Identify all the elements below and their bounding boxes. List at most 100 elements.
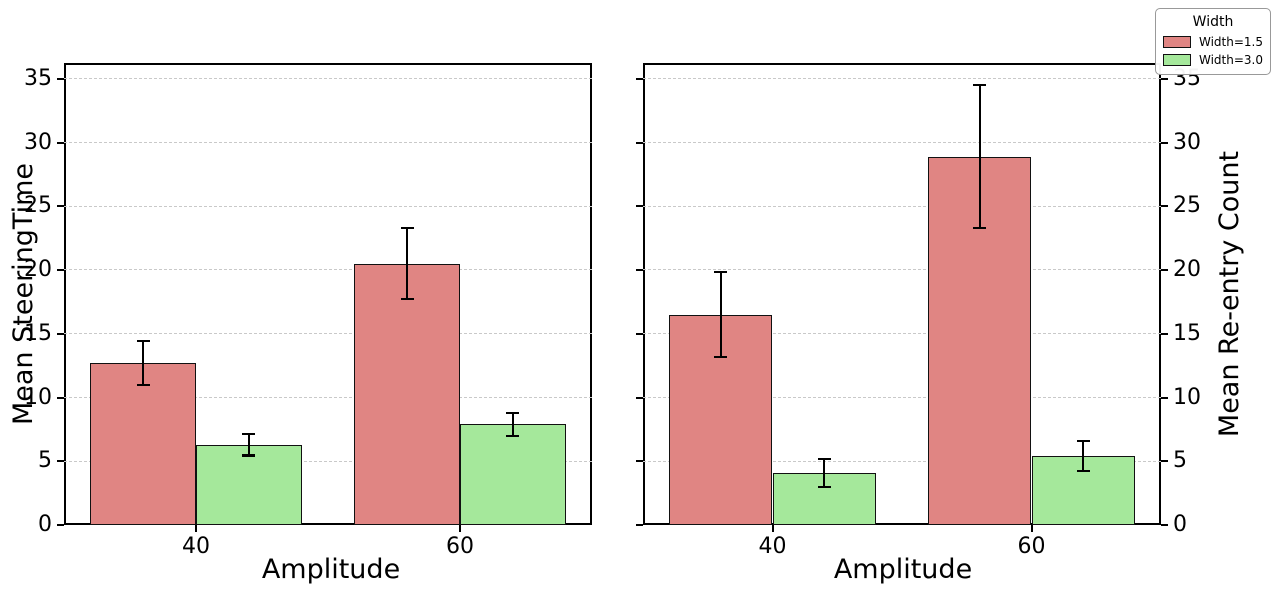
legend-entry-width-3.0: Width=3.0: [1163, 53, 1263, 67]
y-tick-label: 15: [24, 320, 52, 346]
y-tick-mark: [1161, 460, 1168, 463]
error-bar-cap: [506, 434, 520, 437]
error-bar-cap: [400, 298, 414, 301]
x-tick-mark: [459, 525, 461, 532]
y-tick-mark: [57, 396, 64, 399]
gridline: [643, 333, 1161, 335]
y-tick-mark: [636, 77, 643, 80]
x-tick-label: 60: [1017, 534, 1046, 559]
legend-swatch-width-3.0: [1163, 54, 1191, 66]
y-tick-mark: [1161, 141, 1168, 144]
y-tick-label: 10: [1173, 384, 1201, 410]
bar-width-1.5-amp-40: [90, 363, 196, 525]
y-tick-mark: [636, 332, 643, 335]
y-tick-mark: [636, 460, 643, 463]
error-bar-cap: [973, 226, 987, 230]
y-tick-mark: [1161, 524, 1168, 526]
error-bar: [511, 412, 514, 436]
y-tick-mark: [636, 396, 643, 399]
y-tick-mark: [1161, 332, 1168, 335]
gridline: [64, 396, 592, 398]
legend-label: Width=3.0: [1199, 53, 1264, 67]
y-tick-label: 0: [38, 512, 52, 537]
gridline: [64, 141, 592, 143]
y-tick-label: 30: [1173, 129, 1201, 155]
y-tick-mark: [57, 141, 64, 144]
error-bar: [823, 458, 826, 487]
y-tick-mark: [57, 269, 64, 272]
error-bar: [247, 433, 250, 456]
gridline: [643, 269, 1161, 271]
gridline: [643, 396, 1161, 398]
y-tick-label: 10: [24, 384, 52, 410]
y-tick-label: 35: [24, 65, 52, 91]
y-tick-label: 15: [1173, 320, 1201, 346]
legend: Width Width=1.5 Width=3.0: [1155, 8, 1271, 75]
error-bar-cap: [817, 457, 831, 460]
gridline: [64, 460, 592, 462]
y-tick-mark: [636, 141, 643, 144]
y-tick-label: 0: [1173, 512, 1187, 537]
error-bar-cap: [242, 432, 256, 436]
error-bar-cap: [506, 411, 520, 415]
bar-width-3.0-amp-60: [460, 424, 566, 525]
y-tick-mark: [57, 77, 64, 80]
legend-label: Width=1.5: [1199, 35, 1264, 49]
error-bar-cap: [714, 356, 728, 359]
y-tick-mark: [636, 524, 643, 526]
error-bar-cap: [714, 271, 728, 274]
error-bar-cap: [1076, 439, 1090, 443]
x-tick-label: 40: [182, 534, 210, 559]
x-tick-label: 60: [446, 534, 474, 559]
bar-width-1.5-amp-60: [354, 263, 460, 525]
legend-entry-width-1.5: Width=1.5: [1163, 35, 1263, 49]
x-tick-mark: [771, 525, 774, 532]
gridline: [643, 460, 1161, 462]
y-tick-mark: [57, 524, 64, 526]
y-tick-label: 30: [24, 129, 52, 155]
y-tick-label: 20: [24, 257, 52, 283]
gridline: [643, 205, 1161, 207]
y-tick-mark: [57, 205, 64, 208]
bar-width-3.0-amp-40: [196, 444, 302, 525]
x-tick-mark: [195, 525, 197, 532]
error-bar-cap: [136, 384, 150, 387]
error-bar-cap: [973, 84, 987, 87]
y-tick-mark: [636, 205, 643, 208]
error-bar: [142, 340, 145, 386]
error-bar-cap: [136, 339, 150, 343]
y-tick-label: 5: [38, 448, 52, 474]
error-bar-cap: [242, 454, 256, 457]
y-tick-mark: [1161, 269, 1168, 272]
y-tick-label: 5: [1173, 448, 1187, 474]
error-bar: [719, 272, 722, 358]
x-axis-label-right: Amplitude: [833, 554, 973, 585]
legend-title: Width: [1192, 14, 1234, 30]
y-tick-mark: [1161, 77, 1168, 80]
gridline: [643, 78, 1161, 80]
error-bar-cap: [817, 485, 831, 488]
gridline: [64, 269, 592, 271]
gridline: [64, 333, 592, 335]
y-tick-mark: [1161, 396, 1168, 399]
y-tick-mark: [636, 269, 643, 272]
y-tick-mark: [57, 332, 64, 335]
x-tick-label: 40: [758, 534, 787, 559]
y-tick-label: 20: [1173, 257, 1201, 283]
y-tick-mark: [1161, 205, 1168, 208]
gridline: [64, 205, 592, 207]
legend-swatch-width-1.5: [1163, 36, 1191, 48]
x-axis-label-left: Amplitude: [261, 554, 401, 585]
error-bar: [978, 85, 981, 229]
error-bar-cap: [1076, 470, 1090, 473]
error-bar: [1082, 440, 1085, 472]
error-bar-cap: [400, 227, 414, 230]
y-tick-label: 25: [1173, 193, 1201, 219]
y-tick-label: 25: [24, 193, 52, 219]
x-tick-mark: [1030, 525, 1033, 532]
error-bar: [406, 228, 409, 300]
gridline: [643, 141, 1161, 143]
gridline: [64, 78, 592, 80]
y-tick-mark: [57, 460, 64, 463]
